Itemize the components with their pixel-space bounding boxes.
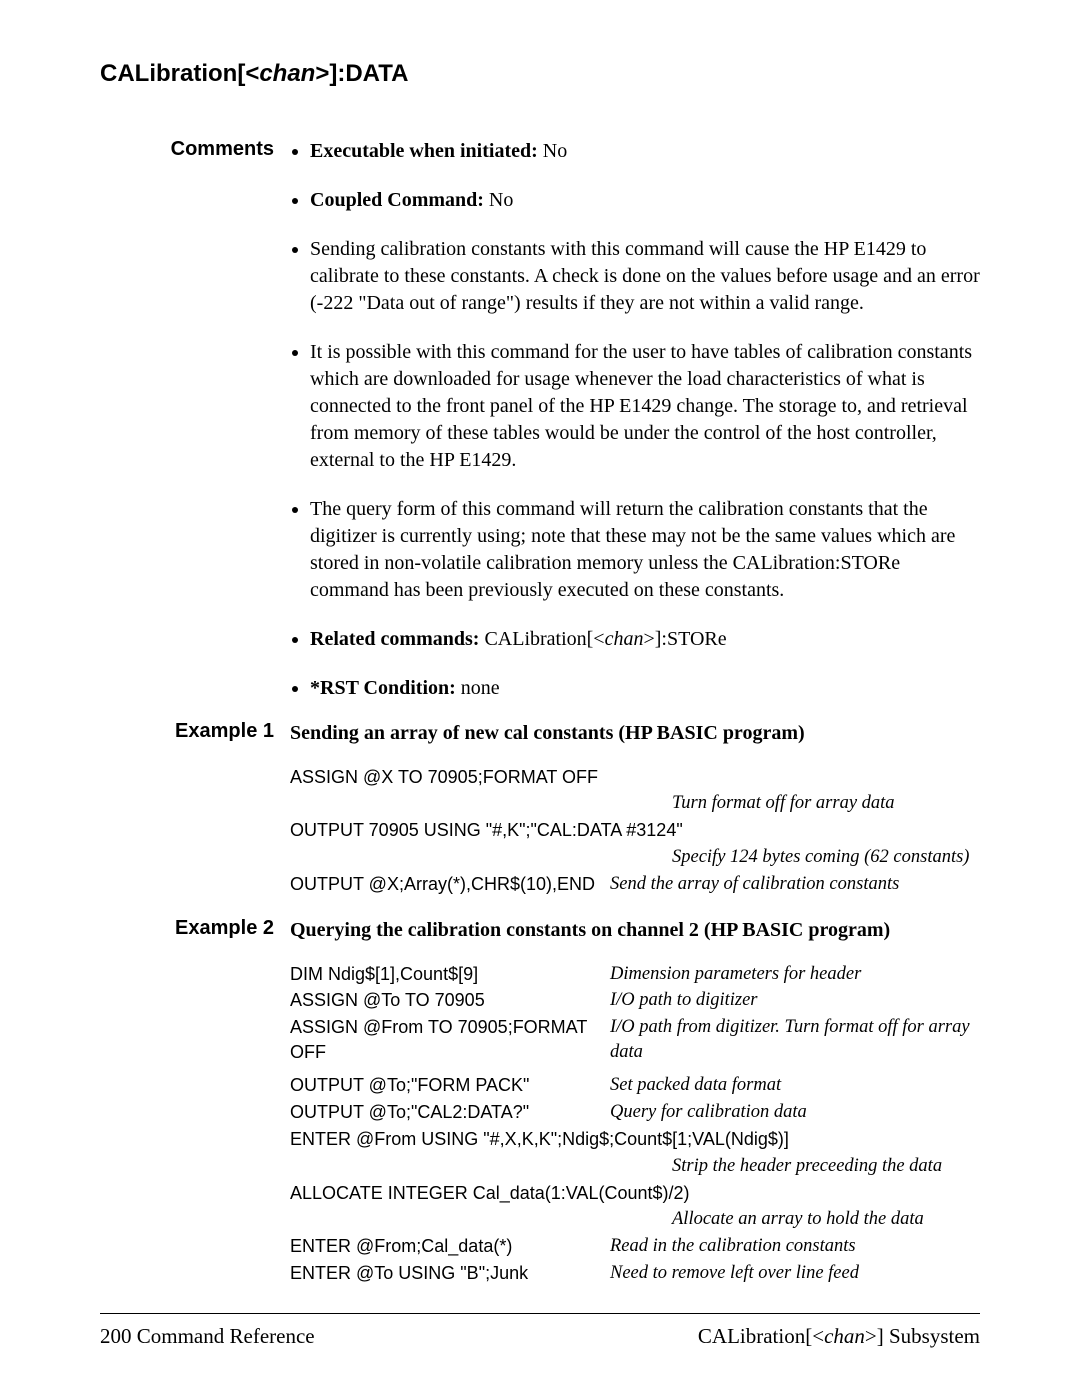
code-comment: Set packed data format xyxy=(610,1073,980,1098)
comment-row: Strip the header preceeding the data xyxy=(290,1154,980,1179)
code-comment: I/O path to digitizer xyxy=(610,988,980,1013)
document-page: CALibration[<chan>]:DATA Comments Execut… xyxy=(0,0,1080,1397)
example1-section: Example 1 Sending an array of new cal co… xyxy=(100,720,980,899)
bullet-item: It is possible with this command for the… xyxy=(310,339,980,474)
footer-right-post: >] Subsystem xyxy=(865,1324,980,1348)
bullet-rest-ital: chan xyxy=(605,628,644,650)
code-comment: I/O path from digitizer. Turn format off… xyxy=(610,1015,980,1065)
code-text: ASSIGN @X TO 70905;FORMAT OFF xyxy=(290,765,610,789)
footer-left-text: Command Reference xyxy=(137,1324,315,1348)
comment-row: Specify 124 bytes coming (62 constants) xyxy=(290,845,980,870)
code-row: OUTPUT @To;"CAL2:DATA?" Query for calibr… xyxy=(290,1100,980,1125)
title-post: >]:DATA xyxy=(315,60,408,87)
comments-label: Comments xyxy=(100,138,290,702)
code-text: ENTER @From;Cal_data(*) xyxy=(290,1234,610,1258)
code-row: ASSIGN @From TO 70905;FORMAT OFF I/O pat… xyxy=(290,1015,980,1065)
bullet-text: Sending calibration constants with this … xyxy=(310,238,980,314)
spacer xyxy=(290,1207,672,1232)
spacer xyxy=(290,791,672,816)
code-comment: Strip the header preceeding the data xyxy=(672,1154,980,1179)
bullet-item: Coupled Command: No xyxy=(310,187,980,214)
comment-row: Turn format off for array data xyxy=(290,791,980,816)
footer-right: CALibration[<chan>] Subsystem xyxy=(698,1324,980,1349)
code-text: ASSIGN @From TO 70905;FORMAT OFF xyxy=(290,1015,610,1064)
comment-row: Allocate an array to hold the data xyxy=(290,1207,980,1232)
bullet-item: Related commands: CALibration[<chan>]:ST… xyxy=(310,626,980,653)
spacer xyxy=(290,845,672,870)
code-row: OUTPUT @To;"FORM PACK" Set packed data f… xyxy=(290,1073,980,1098)
bullet-rest: No xyxy=(484,189,513,211)
bullet-item: *RST Condition: none xyxy=(310,675,980,702)
example2-title: Querying the calibration constants on ch… xyxy=(290,917,980,944)
code-text: ALLOCATE INTEGER Cal_data(1:VAL(Count$)/… xyxy=(290,1181,910,1205)
bullet-lead: Related commands: xyxy=(310,628,479,650)
example1-content: Sending an array of new cal constants (H… xyxy=(290,720,980,899)
code-text: ENTER @To USING "B";Junk xyxy=(290,1261,610,1285)
code-comment: Specify 124 bytes coming (62 constants) xyxy=(672,845,980,870)
code-text: ENTER @From USING "#,X,K,K";Ndig$;Count$… xyxy=(290,1127,910,1151)
bullet-rest-pre: CALibration[< xyxy=(479,628,604,650)
code-comment: Need to remove left over line feed xyxy=(610,1261,980,1286)
code-text: OUTPUT @To;"CAL2:DATA?" xyxy=(290,1100,610,1124)
bullet-item: The query form of this command will retu… xyxy=(310,496,980,604)
example1-title: Sending an array of new cal constants (H… xyxy=(290,720,980,747)
spacer xyxy=(290,1154,672,1179)
code-comment: Send the array of calibration constants xyxy=(610,872,980,897)
code-row: ASSIGN @To TO 70905 I/O path to digitize… xyxy=(290,988,980,1013)
example1-label: Example 1 xyxy=(100,720,290,899)
code-row: ENTER @To USING "B";Junk Need to remove … xyxy=(290,1261,980,1286)
bullet-lead: Coupled Command: xyxy=(310,189,484,211)
bullet-rest: none xyxy=(456,677,500,699)
code-row: ENTER @From USING "#,X,K,K";Ndig$;Count$… xyxy=(290,1127,980,1151)
example2-label: Example 2 xyxy=(100,917,290,1288)
bullet-rest-post: >]:STORe xyxy=(643,628,726,650)
footer-right-pre: CALibration[< xyxy=(698,1324,824,1348)
code-comment: Read in the calibration constants xyxy=(610,1234,980,1259)
code-row: OUTPUT 70905 USING "#,K";"CAL:DATA #3124… xyxy=(290,818,980,842)
footer-right-chan: chan xyxy=(824,1324,865,1348)
code-text: DIM Ndig$[1],Count$[9] xyxy=(290,962,610,986)
example2-section: Example 2 Querying the calibration const… xyxy=(100,917,980,1288)
bullet-text: It is possible with this command for the… xyxy=(310,341,972,471)
bullet-lead: *RST Condition: xyxy=(310,677,456,699)
page-footer: 200 Command Reference CALibration[<chan>… xyxy=(100,1313,980,1349)
code-text: ASSIGN @To TO 70905 xyxy=(290,988,610,1012)
code-text: OUTPUT @X;Array(*),CHR$(10),END xyxy=(290,872,610,896)
comments-section: Comments Executable when initiated: No C… xyxy=(100,138,980,702)
comments-content: Executable when initiated: No Coupled Co… xyxy=(290,138,980,702)
bullet-lead: Executable when initiated: xyxy=(310,140,538,162)
page-title: CALibration[<chan>]:DATA xyxy=(100,60,980,88)
code-row: OUTPUT @X;Array(*),CHR$(10),END Send the… xyxy=(290,872,980,897)
code-comment: Dimension parameters for header xyxy=(610,962,980,987)
title-chan: chan xyxy=(259,60,315,87)
code-row: DIM Ndig$[1],Count$[9] Dimension paramet… xyxy=(290,962,980,987)
code-row: ALLOCATE INTEGER Cal_data(1:VAL(Count$)/… xyxy=(290,1181,980,1205)
code-comment: Turn format off for array data xyxy=(672,791,980,816)
bullet-rest: No xyxy=(538,140,567,162)
code-text: OUTPUT 70905 USING "#,K";"CAL:DATA #3124… xyxy=(290,818,910,842)
code-row: ASSIGN @X TO 70905;FORMAT OFF xyxy=(290,765,980,789)
bullet-list: Executable when initiated: No Coupled Co… xyxy=(290,138,980,702)
title-pre: CALibration[< xyxy=(100,60,259,87)
code-comment: Allocate an array to hold the data xyxy=(672,1207,980,1232)
code-text: OUTPUT @To;"FORM PACK" xyxy=(290,1073,610,1097)
code-comment: Query for calibration data xyxy=(610,1100,980,1125)
code-row: ENTER @From;Cal_data(*) Read in the cali… xyxy=(290,1234,980,1259)
page-number: 200 xyxy=(100,1324,137,1348)
footer-left: 200 Command Reference xyxy=(100,1324,315,1349)
bullet-text: The query form of this command will retu… xyxy=(310,498,955,601)
example2-content: Querying the calibration constants on ch… xyxy=(290,917,980,1288)
bullet-item: Sending calibration constants with this … xyxy=(310,236,980,317)
bullet-item: Executable when initiated: No xyxy=(310,138,980,165)
